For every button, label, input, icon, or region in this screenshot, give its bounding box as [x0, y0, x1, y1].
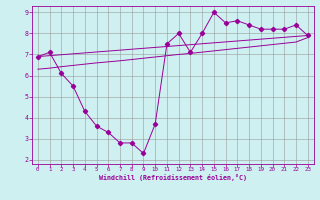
X-axis label: Windchill (Refroidissement éolien,°C): Windchill (Refroidissement éolien,°C)	[99, 174, 247, 181]
